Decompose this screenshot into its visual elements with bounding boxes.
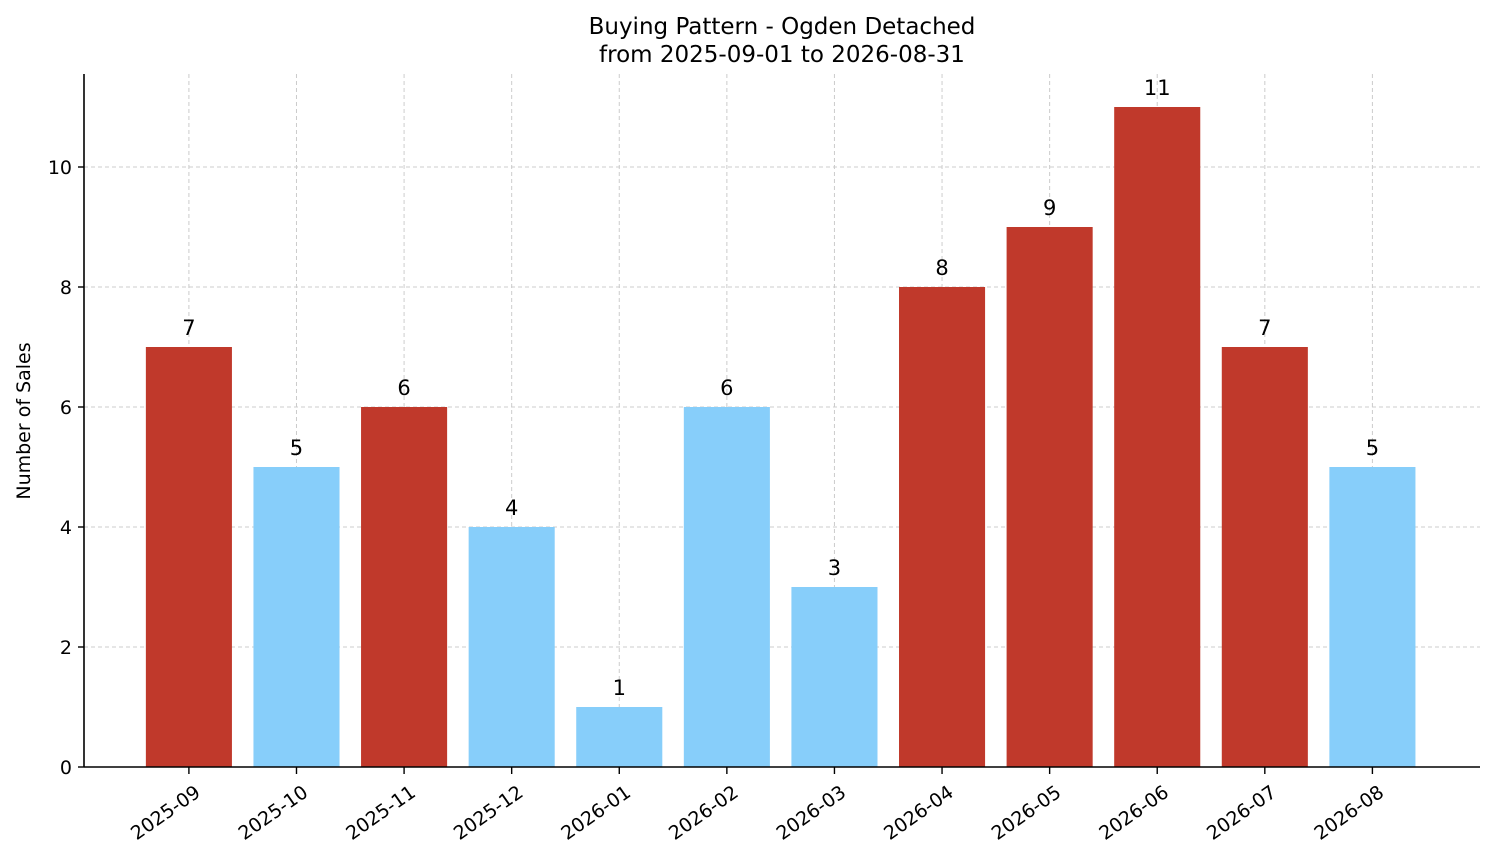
bar-2025-10 <box>253 467 340 767</box>
x-tick-label: 2026-04 <box>880 781 958 845</box>
bar-value-label: 5 <box>1366 436 1379 460</box>
bar-2026-07 <box>1221 347 1308 767</box>
bar-value-label: 7 <box>182 316 195 340</box>
bar-value-label: 6 <box>397 376 410 400</box>
bar-value-label: 4 <box>505 496 518 520</box>
bar-2026-02 <box>683 407 770 767</box>
bar-2026-05 <box>1006 227 1093 767</box>
bar-value-label: 1 <box>613 676 626 700</box>
x-tick-label: 2026-07 <box>1203 781 1281 845</box>
x-tick-label: 2026-01 <box>557 781 635 845</box>
bar-value-label: 5 <box>290 436 303 460</box>
x-tick-label: 2025-09 <box>127 781 205 845</box>
bar-value-label: 6 <box>720 376 733 400</box>
bar-value-label: 9 <box>1043 196 1056 220</box>
bar-2025-12 <box>468 527 555 767</box>
x-tick-label: 2025-11 <box>342 781 420 845</box>
bar-2025-11 <box>361 407 448 767</box>
x-tick-label: 2025-12 <box>450 781 528 845</box>
bar-2026-01 <box>576 707 663 767</box>
bar-value-label: 3 <box>828 556 841 580</box>
bar-2026-04 <box>899 287 986 767</box>
y-tick-label: 10 <box>48 157 72 179</box>
bar-value-label: 8 <box>935 256 948 280</box>
bars <box>145 107 1416 767</box>
y-tick-label: 8 <box>60 277 72 299</box>
y-tick-label: 2 <box>60 637 72 659</box>
chart-title: Buying Pattern - Ogden Detached <box>589 14 976 40</box>
y-tick-label: 0 <box>60 757 72 779</box>
x-tick-label: 2026-06 <box>1095 781 1173 845</box>
bar-value-label: 7 <box>1258 316 1271 340</box>
y-axis-label: Number of Sales <box>13 342 35 499</box>
y-tick-label: 6 <box>60 397 72 419</box>
bar-2026-08 <box>1329 467 1416 767</box>
bar-2026-03 <box>791 587 878 767</box>
bar-2026-06 <box>1114 107 1201 767</box>
x-tick-label: 2026-02 <box>665 781 743 845</box>
x-tick-label: 2026-05 <box>988 781 1066 845</box>
x-tick-label: 2026-03 <box>772 781 850 845</box>
chart-subtitle: from 2025-09-01 to 2026-08-31 <box>599 42 965 68</box>
bar-2025-09 <box>145 347 232 767</box>
y-tick-label: 4 <box>60 517 72 539</box>
axes <box>78 74 1480 774</box>
x-tick-label: 2026-08 <box>1310 781 1388 845</box>
bar-value-label: 11 <box>1144 76 1171 100</box>
x-tick-label: 2025-10 <box>235 781 313 845</box>
